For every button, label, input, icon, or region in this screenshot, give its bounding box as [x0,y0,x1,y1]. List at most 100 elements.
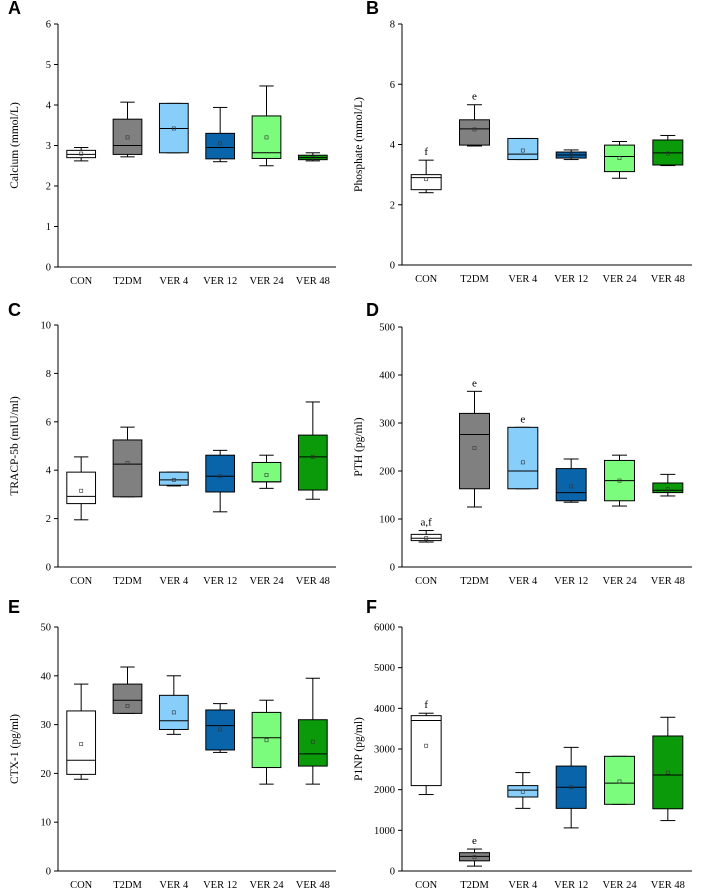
box-b-ver-48 [652,134,684,167]
sig-label-f-con: f [424,699,428,711]
y-tick-label-c-0: 0 [46,563,51,574]
mean-marker-a-ver-24 [264,135,269,140]
y-tick-label-d-0: 0 [390,563,395,574]
y-tick-label-a-6: 6 [46,20,51,31]
mean-marker-e-ver-48 [310,739,315,744]
box-c-ver-48 [297,401,328,500]
y-tick-label-f-5000: 5000 [374,663,395,674]
y-tick-label-d-300: 300 [379,419,395,430]
mean-marker-d-con [424,536,429,541]
x-tick-label-f-ver-4: VER 4 [508,880,538,889]
x-tick-label-b-t2dm: T2DM [460,274,489,285]
y-tick-label-d-200: 200 [379,467,395,478]
x-tick-label-b-ver-12: VER 12 [554,274,588,285]
y-tick-label-a-3: 3 [46,141,51,152]
y-axis-label-f: P1NP (pg/ml) [353,717,365,781]
x-tick-label-f-ver-48: VER 48 [651,880,685,889]
y-tick-label-c-4: 4 [46,466,52,477]
x-tick-label-c-ver-4: VER 4 [159,576,189,587]
sig-label-d-t2dm: e [472,377,477,389]
y-tick-label-e-0: 0 [46,867,51,878]
box-a-ver-4 [158,102,189,154]
y-tick-label-b-0: 0 [390,261,395,272]
x-tick-label-d-ver-12: VER 12 [554,576,588,587]
y-axis-label-b: Phosphate (mmol/L) [353,97,365,192]
sig-label-b-con: f [424,146,428,158]
panel-b: B 0 2 4 6 8 Phosphate (mmol/L) CON T2DM VER 4 VER … [353,0,692,285]
y-tick-label-a-0: 0 [46,263,51,274]
box-a-ver-12 [205,106,236,163]
box-a-t2dm [112,101,143,158]
mean-marker-f-ver-12 [569,785,574,790]
y-tick-label-f-2000: 2000 [374,785,395,796]
y-tick-label-f-4000: 4000 [374,704,395,715]
box-body-c-ver-48 [297,434,328,491]
mean-marker-d-t2dm [472,446,477,450]
mean-marker-c-con [79,488,84,493]
box-f-t2dm: e [459,835,490,867]
y-tick-label-e-30: 30 [41,720,52,731]
box-body-e-ver-24 [251,711,282,769]
box-body-e-ver-12 [205,709,236,751]
y-tick-label-a-1: 1 [46,222,51,233]
y-tick-label-c-10: 10 [41,321,52,332]
mean-marker-f-ver-4 [520,789,525,794]
box-body-f-con [410,715,442,787]
box-body-b-ver-24 [604,144,635,173]
y-tick-label-b-8: 8 [390,20,395,31]
y-tick-label-f-1000: 1000 [374,826,395,837]
y-tick-label-f-3000: 3000 [374,745,395,756]
mean-marker-c-t2dm [125,461,130,465]
box-body-e-t2dm [112,683,143,714]
box-body-f-ver-4 [507,785,539,798]
box-f-con: f [410,699,442,796]
box-e-ver-48 [297,677,328,785]
x-tick-label-f-ver-12: VER 12 [554,880,588,889]
x-tick-label-e-t2dm: T2DM [113,880,142,889]
box-body-b-con [410,174,442,191]
mean-marker-e-t2dm [125,704,130,708]
mean-marker-c-ver-24 [264,473,269,477]
box-body-c-ver-24 [251,461,282,483]
x-tick-label-f-t2dm: T2DM [460,880,489,889]
x-tick-label-a-con: CON [70,276,93,287]
panel-c: C 0 2 4 6 8 10 TRACP-5b (mIU/ml) CON T2DM VER 4 VER… [8,300,336,587]
x-tick-label-e-ver-48: VER 48 [296,880,330,889]
box-body-a-t2dm [112,118,143,155]
box-e-ver-24 [251,699,282,785]
y-tick-label-f-0: 0 [390,867,395,878]
y-tick-label-a-5: 5 [46,60,51,71]
sig-label-d-ver-4: e [520,413,525,425]
sig-label-f-t2dm: e [472,835,477,847]
panel-f: F 0 1000 2000 3000 4000 5000 6000 P1NP (pg/ml) CO… [353,597,692,891]
box-e-con [66,683,97,780]
mean-marker-b-ver-12 [569,153,574,157]
mean-marker-f-con [424,743,429,748]
box-body-e-ver-4 [158,694,189,730]
panel-d: D 0 100 200 300 400 500 PTH (pg/ml) CON T2DM VER 4… [353,300,692,587]
mean-marker-b-t2dm [472,127,477,132]
x-tick-label-c-ver-12: VER 12 [203,576,237,587]
box-e-ver-12 [205,703,236,753]
y-axis-label-a: Calcium (mmol/L) [9,102,21,189]
y-tick-label-c-2: 2 [46,514,51,525]
panel-a: A 0 1 2 3 4 5 6 Calcium (mmol/L) CON T2DM VER 4 VER … [8,0,336,287]
panel-letter-d: D [366,300,379,320]
x-tick-label-b-ver-4: VER 4 [508,274,538,285]
box-d-ver-12 [555,458,587,503]
box-d-t2dm: e [459,377,490,508]
mean-marker-e-ver-12 [218,727,223,732]
mean-marker-f-ver-24 [617,779,622,784]
box-body-d-con [410,533,442,542]
box-body-d-t2dm [459,412,490,490]
mean-marker-e-ver-24 [264,738,269,743]
box-f-ver-12 [555,746,587,829]
mean-marker-a-t2dm [125,135,130,140]
panel-letter-f: F [366,597,377,617]
y-axis-label-d: PTH (pg/ml) [353,417,365,476]
box-b-ver-24 [604,140,635,179]
box-b-con: f [410,146,442,194]
x-tick-label-e-con: CON [70,880,93,889]
box-body-d-ver-4 [507,426,539,490]
